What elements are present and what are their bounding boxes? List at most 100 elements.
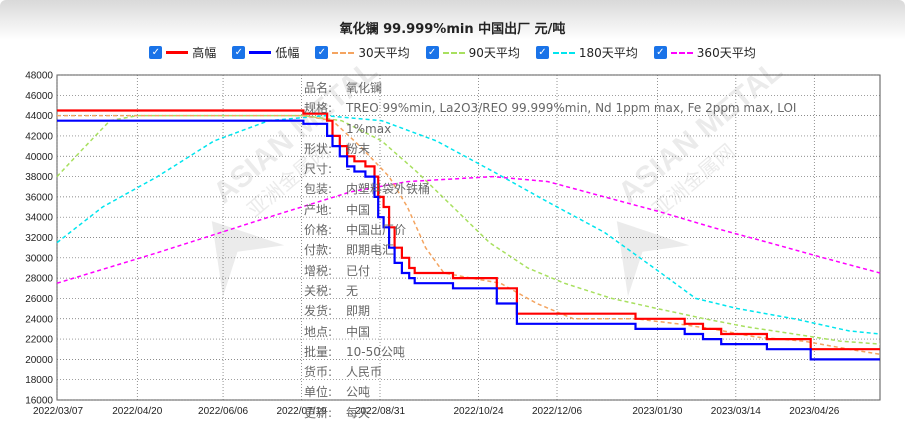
info-row: 发货: 即期 [304,301,826,321]
y-tick-label: 38000 [25,172,53,183]
y-tick-label: 16000 [25,396,53,407]
legend-item-1[interactable]: ✓ 低幅 [232,44,299,61]
info-key: 价格: [304,223,333,238]
info-value: TREO 99%min, La2O3/REO 99.999%min, Nd 1p… [346,101,797,136]
info-row: 更新: 每天 [304,403,826,423]
info-key: 形状: [304,141,333,156]
legend-swatch [670,51,693,54]
legend-checkbox[interactable]: ✓ [425,46,439,59]
info-value: 中国出厂价 [346,223,407,238]
watermark-logo-icon [616,221,690,297]
y-tick-label: 30000 [25,253,53,264]
info-key: 发货: [304,304,333,319]
y-tick-label: 28000 [25,274,53,285]
series-line-1 [57,119,880,361]
info-value: 人民币 [346,365,383,380]
info-key: 单位: [304,385,333,400]
info-key: 包装: [304,182,333,197]
x-tick-label: 2022/10/24 [454,406,504,417]
info-key: 关税: [304,283,333,298]
info-row: 形状: 粉末 [304,139,826,159]
x-tick-label: 2022/12/06 [532,406,582,417]
info-row: 单位: 公吨 [304,382,826,402]
chart-legend: ✓ 高幅 ✓ 低幅 ✓ 30天平均 ✓ 90天平均 ✓ 180天平均 ✓ 360天平均 [0,44,905,61]
info-key: 地点: [304,324,333,339]
y-tick-label: 24000 [25,314,53,325]
legend-item-3[interactable]: ✓ 90天平均 [425,44,520,61]
info-key: 批量: [304,344,333,359]
info-key: 品名: [304,81,333,95]
legend-item-2[interactable]: ✓ 30天平均 [315,44,410,61]
info-row: 地点: 中国 [304,322,826,342]
x-tick-label: 2023/01/30 [632,406,682,417]
legend-swatch [249,51,272,54]
info-value: 内塑料袋外铁桶 [346,182,431,197]
y-tick-label: 46000 [25,91,53,102]
y-tick-label: 40000 [25,152,53,163]
series-line-5 [56,175,881,284]
y-tick-label: 48000 [25,71,53,82]
info-key: 增税: [304,263,333,278]
info-value: 即期 [346,304,371,319]
x-tick-label: 2023/04/26 [789,406,839,417]
info-key: 产地: [304,202,333,217]
info-row: 批量: 10-50公吨 [304,342,826,362]
x-tick-label: 2022/03/07 [33,406,83,417]
grid-lines [56,74,881,401]
info-value: 已付 [346,263,371,278]
x-tick-label: 2022/04/20 [112,406,162,417]
y-tick-label: 44000 [25,111,53,122]
y-axis: 16000 18000 20000 22000 24000 26000 28000 30000… [25,71,53,407]
info-value: 氧化镧 [346,81,383,95]
info-row: 增税: 已付 [304,261,826,281]
info-row: 付款: 即期电汇 [304,240,826,260]
x-tick-label: 2023/03/14 [711,406,761,417]
y-tick-label: 36000 [25,192,53,203]
y-tick-label: 22000 [25,335,53,346]
info-key: 货币: [304,365,333,380]
legend-label: 高幅 [192,46,217,60]
legend-checkbox[interactable]: ✓ [315,46,329,59]
info-row: 货币: 人民币 [304,362,826,382]
info-key: 尺寸: [304,162,333,177]
info-row: 尺寸: - [304,159,826,179]
info-value: 10-50公吨 [346,344,405,359]
info-value: 每天 [346,405,371,420]
product-info-panel: 品名: 氧化镧 规格: TREO 99%min, La2O3/REO 99.999%m… [304,78,826,423]
y-tick-label: 26000 [25,294,53,305]
legend-checkbox[interactable]: ✓ [535,46,549,59]
info-row: 价格: 中国出厂价 [304,220,826,240]
watermark-logo-icon [211,221,285,297]
legend-swatch [442,51,465,54]
legend-item-0[interactable]: ✓ 高幅 [149,44,216,61]
series-lines [56,109,881,361]
info-value: 即期电汇 [346,243,395,258]
info-value: 粉末 [346,141,371,156]
legend-item-4[interactable]: ✓ 180天平均 [535,44,638,61]
y-tick-label: 20000 [25,355,53,366]
legend-swatch [166,51,189,54]
y-tick-label: 34000 [25,213,53,224]
legend-item-5[interactable]: ✓ 360天平均 [653,44,756,61]
info-row: 规格: TREO 99%min, La2O3/REO 99.999%min, Nd… [304,98,826,139]
info-key: 规格: [304,101,333,116]
info-key: 付款: [304,243,333,258]
legend-label: 180天平均 [578,46,638,60]
series-line-0 [57,109,880,351]
x-axis: 2022/03/07 2022/04/20 2022/06/06 2022/07/19… [33,406,840,417]
legend-checkbox[interactable]: ✓ [149,46,163,59]
info-key: 更新: [304,405,333,420]
info-row: 包装: 内塑料袋外铁桶 [304,179,826,199]
info-value: 中国 [346,202,371,217]
y-tick-label: 32000 [25,233,53,244]
legend-label: 30天平均 [358,46,410,60]
legend-checkbox[interactable]: ✓ [232,46,246,59]
legend-label: 360天平均 [696,46,756,60]
y-tick-label: 42000 [25,131,53,142]
legend-swatch [552,51,575,54]
info-value: 公吨 [346,385,371,400]
legend-checkbox[interactable]: ✓ [653,46,667,59]
legend-swatch [332,51,355,54]
